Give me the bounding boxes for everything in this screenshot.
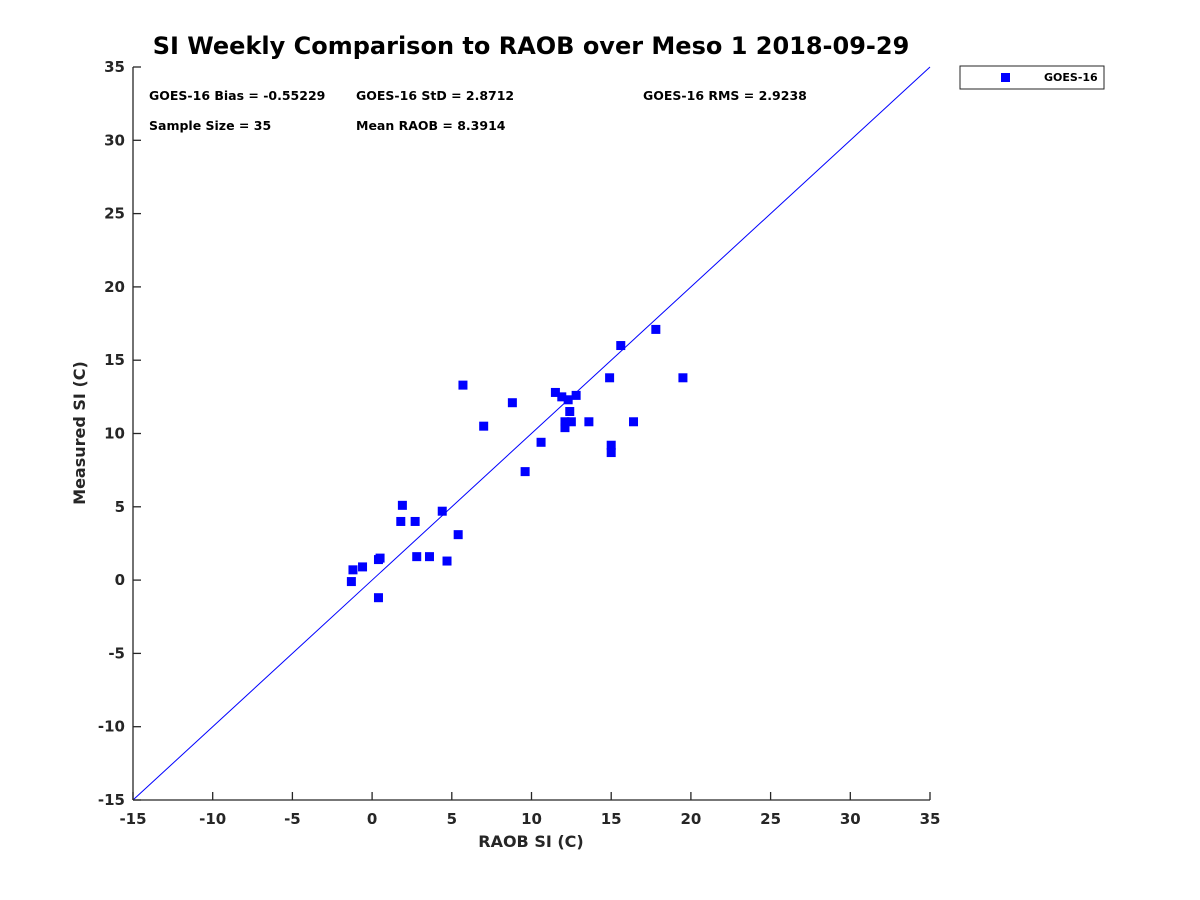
y-axis-label: Measured SI (C)	[70, 361, 89, 505]
sample-size-stat: Sample Size = 35	[149, 118, 271, 133]
x-tick-label: 5	[447, 810, 457, 828]
mean-raob-stat: Mean RAOB = 8.3914	[356, 118, 506, 133]
data-point-29	[605, 373, 615, 383]
data-point-30	[606, 448, 616, 458]
data-point-2	[348, 565, 358, 575]
data-point-33	[629, 417, 639, 427]
x-axis-label: RAOB SI (C)	[478, 832, 583, 851]
data-point-4	[373, 593, 383, 603]
data-point-8	[397, 500, 407, 510]
x-tick-label: 35	[920, 810, 941, 828]
data-point-17	[507, 398, 517, 408]
data-point-12	[437, 506, 447, 516]
y-tick-label: -15	[98, 791, 125, 809]
x-tick-label: 25	[760, 810, 781, 828]
data-point-1	[346, 577, 356, 587]
x-tick-label: 30	[840, 810, 861, 828]
x-tick-label: 15	[601, 810, 622, 828]
data-point-31	[606, 440, 616, 450]
data-point-19	[536, 437, 546, 447]
data-point-11	[424, 552, 434, 562]
data-point-34	[651, 324, 661, 334]
x-tick-label: 10	[521, 810, 542, 828]
data-point-18	[520, 467, 530, 477]
rms-stat: GOES-16 RMS = 2.9238	[643, 88, 807, 103]
y-tick-label: 15	[104, 351, 125, 369]
data-point-13	[442, 556, 452, 566]
data-point-3	[358, 562, 368, 572]
data-point-21	[557, 392, 567, 402]
stats-annotations: GOES-16 Bias = -0.55229 GOES-16 StD = 2.…	[149, 88, 807, 133]
y-tick-label: 0	[115, 571, 125, 589]
one-to-one-reference-line	[132, 66, 931, 801]
x-tick-label: 20	[680, 810, 701, 828]
x-tick-label: -5	[284, 810, 301, 828]
y-tick-label: 5	[115, 498, 125, 516]
data-point-14	[453, 530, 463, 540]
data-point-16	[479, 421, 489, 431]
x-tick-label: -15	[119, 810, 146, 828]
x-tick-layer: -15 -10 -5 0 5 10 15 20 25 30 35	[119, 792, 940, 828]
data-point-32	[616, 341, 626, 351]
data-point-23	[560, 417, 570, 427]
legend: GOES-16	[959, 65, 1105, 90]
legend-box	[959, 65, 1105, 90]
y-tick-label: 30	[104, 131, 125, 149]
bias-stat: GOES-16 Bias = -0.55229	[149, 88, 325, 103]
data-point-26	[566, 417, 576, 427]
std-stat: GOES-16 StD = 2.8712	[356, 88, 514, 103]
y-tick-label: -10	[98, 718, 125, 736]
data-point-25	[565, 407, 575, 417]
legend-marker-goes16	[1001, 73, 1010, 82]
data-point-35	[678, 373, 688, 383]
y-tick-label: 35	[104, 58, 125, 76]
data-points-layer	[346, 324, 688, 603]
data-point-6	[375, 553, 385, 563]
x-tick-label: -10	[199, 810, 226, 828]
y-tick-layer: -15 -10 -5 0 5 10 15 20 25 30 35	[98, 58, 141, 809]
data-point-15	[458, 380, 468, 390]
data-point-10	[412, 552, 422, 562]
y-tick-label: -5	[108, 644, 125, 662]
data-point-24	[563, 395, 573, 405]
y-tick-label: 10	[104, 425, 125, 443]
reference-line-layer	[132, 66, 931, 801]
y-tick-label: 25	[104, 205, 125, 223]
data-point-22	[560, 423, 570, 433]
data-point-28	[584, 417, 594, 427]
y-tick-label: 20	[104, 278, 125, 296]
data-point-20	[550, 387, 560, 397]
chart-title: SI Weekly Comparison to RAOB over Meso 1…	[153, 32, 910, 60]
data-point-7	[396, 516, 406, 526]
x-tick-label: 0	[367, 810, 377, 828]
data-point-9	[410, 516, 420, 526]
legend-label-goes16: GOES-16	[1044, 71, 1098, 84]
data-point-27	[571, 390, 581, 400]
